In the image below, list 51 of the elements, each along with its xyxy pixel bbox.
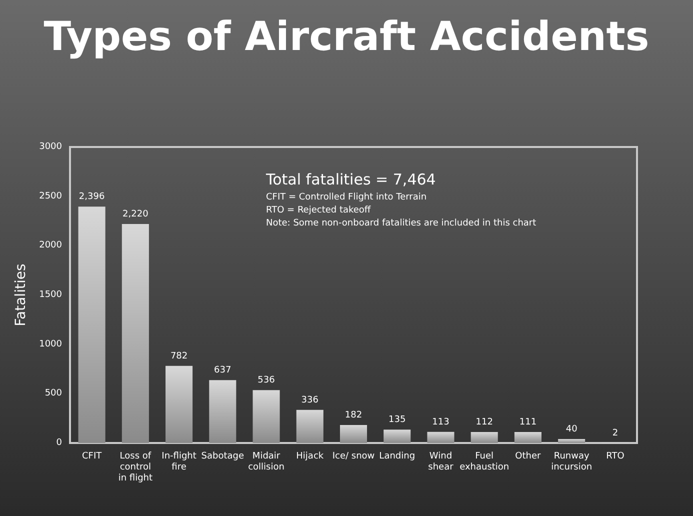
annotation: Note: Some non-onboard fatalities are included in this chart xyxy=(266,218,537,228)
data-label: 40 xyxy=(566,424,578,435)
y-tick-label: 1500 xyxy=(39,290,62,300)
bar xyxy=(427,432,454,443)
x-tick-label: Loss of control in flight xyxy=(118,452,153,484)
x-tick-label: Landing xyxy=(379,452,416,462)
data-label: 113 xyxy=(432,417,450,428)
data-label: 637 xyxy=(214,366,232,376)
chart-title: Types of Aircraft Accidents xyxy=(44,14,650,60)
data-label: 2,396 xyxy=(78,192,105,202)
data-label: 112 xyxy=(476,417,493,428)
bar xyxy=(209,380,236,443)
bar xyxy=(252,390,280,443)
x-tick-label: Sabotage xyxy=(201,452,244,462)
y-tick-label: 2500 xyxy=(39,191,62,202)
y-tick-label: 1000 xyxy=(39,339,62,350)
bar xyxy=(340,425,368,443)
x-tick-label: Runway incursion xyxy=(551,452,592,472)
bar xyxy=(122,224,149,443)
bar xyxy=(558,439,586,443)
x-tick-label: Hijack xyxy=(296,452,324,462)
x-tick-label: Other xyxy=(515,452,542,462)
data-label: 135 xyxy=(388,415,406,426)
data-label: 2 xyxy=(612,428,618,438)
annotation: CFIT = Controlled Flight into Terrain xyxy=(266,192,427,202)
x-tick-label: In-flight fire xyxy=(162,452,197,472)
y-tick-label: 2000 xyxy=(39,240,62,251)
bar xyxy=(470,432,498,443)
data-label: 2,220 xyxy=(122,209,149,220)
data-label: 182 xyxy=(344,410,362,421)
data-label: 336 xyxy=(301,395,319,406)
y-axis-title: Fatalities xyxy=(13,264,29,326)
data-label: 536 xyxy=(258,376,276,386)
x-tick-label: Fuel exhaustion xyxy=(460,452,510,472)
x-tick-label: Wind shear xyxy=(428,452,454,472)
y-tick-label: 500 xyxy=(44,388,62,399)
bar xyxy=(514,432,542,443)
x-tick-label: RTO xyxy=(606,452,624,462)
bar xyxy=(78,206,106,443)
data-label: 111 xyxy=(519,418,537,428)
annotation: Total fatalities = 7,464 xyxy=(265,170,436,188)
bar xyxy=(384,430,411,443)
y-tick-label: 0 xyxy=(56,438,62,448)
y-tick-label: 3000 xyxy=(39,142,62,152)
x-tick-label: Midair collision xyxy=(248,452,284,472)
x-tick-label: Ice/ snow xyxy=(332,452,375,462)
x-tick-label: CFIT xyxy=(82,452,102,462)
annotation: RTO = Rejected takeoff xyxy=(266,206,372,216)
data-label: 782 xyxy=(170,351,188,362)
bar xyxy=(166,366,193,443)
bar xyxy=(296,410,324,443)
